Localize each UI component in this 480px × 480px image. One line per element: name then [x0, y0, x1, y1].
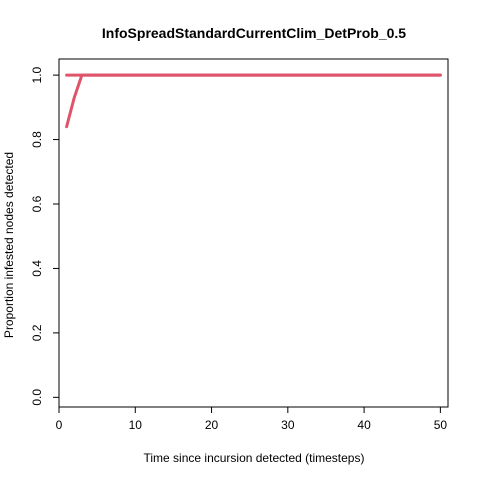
y-tick-label: 0.0 — [30, 389, 44, 406]
x-tick-label: 20 — [205, 418, 219, 432]
x-axis-label: Time since incursion detected (timesteps… — [144, 451, 365, 465]
y-axis-label: Proportion infested nodes detected — [2, 152, 16, 338]
y-tick-label: 0.8 — [30, 131, 44, 148]
y-tick-label: 0.6 — [30, 195, 44, 212]
x-tick-label: 10 — [129, 418, 143, 432]
chart-title: InfoSpreadStandardCurrentClim_DetProb_0.… — [102, 25, 406, 41]
y-axis: 0.0 0.2 0.4 0.6 0.8 1.0 — [30, 66, 59, 406]
y-tick-label: 0.4 — [30, 260, 44, 277]
plot-frame — [58, 58, 449, 408]
x-tick-label: 0 — [56, 418, 63, 432]
series-line-1 — [65, 73, 442, 129]
x-axis: 0 10 20 30 40 50 — [56, 407, 448, 432]
y-tick-label: 1.0 — [30, 66, 44, 83]
series-layer — [65, 73, 442, 129]
x-tick-label: 50 — [434, 418, 448, 432]
x-tick-label: 40 — [357, 418, 371, 432]
x-tick-label: 30 — [281, 418, 295, 432]
y-tick-label: 0.2 — [30, 324, 44, 341]
